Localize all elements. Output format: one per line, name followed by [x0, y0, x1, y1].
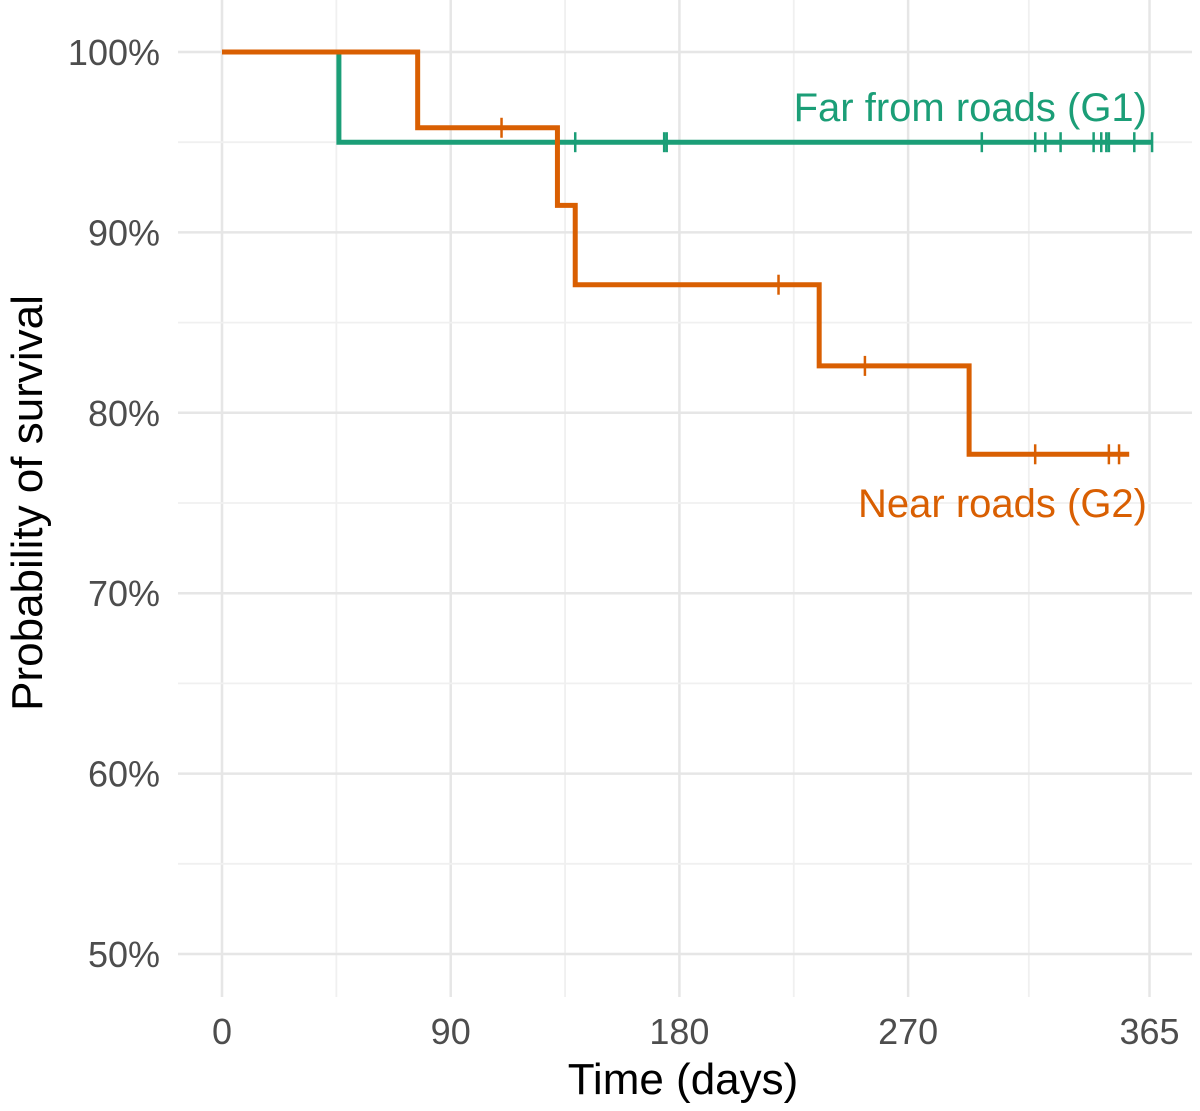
x-tick-label: 90 [431, 1011, 471, 1052]
series-line-2 [222, 49, 1130, 457]
series-labels: Far from roads (G1) Near roads (G2) [794, 86, 1147, 526]
y-axis-title: Probability of survival [3, 295, 52, 711]
x-tick-label: 180 [649, 1011, 709, 1052]
y-tick-label: 80% [88, 393, 160, 434]
x-tick-label: 0 [212, 1011, 232, 1052]
y-tick-label: 100% [68, 32, 160, 73]
y-tick-label: 60% [88, 754, 160, 795]
x-tick-labels: 0 90 180 270 365 [212, 1011, 1180, 1052]
x-axis-title: Time (days) [568, 1055, 799, 1104]
x-tick-label: 270 [878, 1011, 938, 1052]
y-tick-label: 50% [88, 934, 160, 975]
series-label-2: Near roads (G2) [858, 482, 1147, 526]
y-tick-label: 70% [88, 573, 160, 614]
x-tick-label: 365 [1119, 1011, 1179, 1052]
series-lines [222, 49, 1154, 465]
series-label-1: Far from roads (G1) [794, 86, 1147, 130]
y-tick-label: 90% [88, 212, 160, 253]
y-tick-labels: 50% 60% 70% 80% 90% 100% [68, 32, 160, 975]
